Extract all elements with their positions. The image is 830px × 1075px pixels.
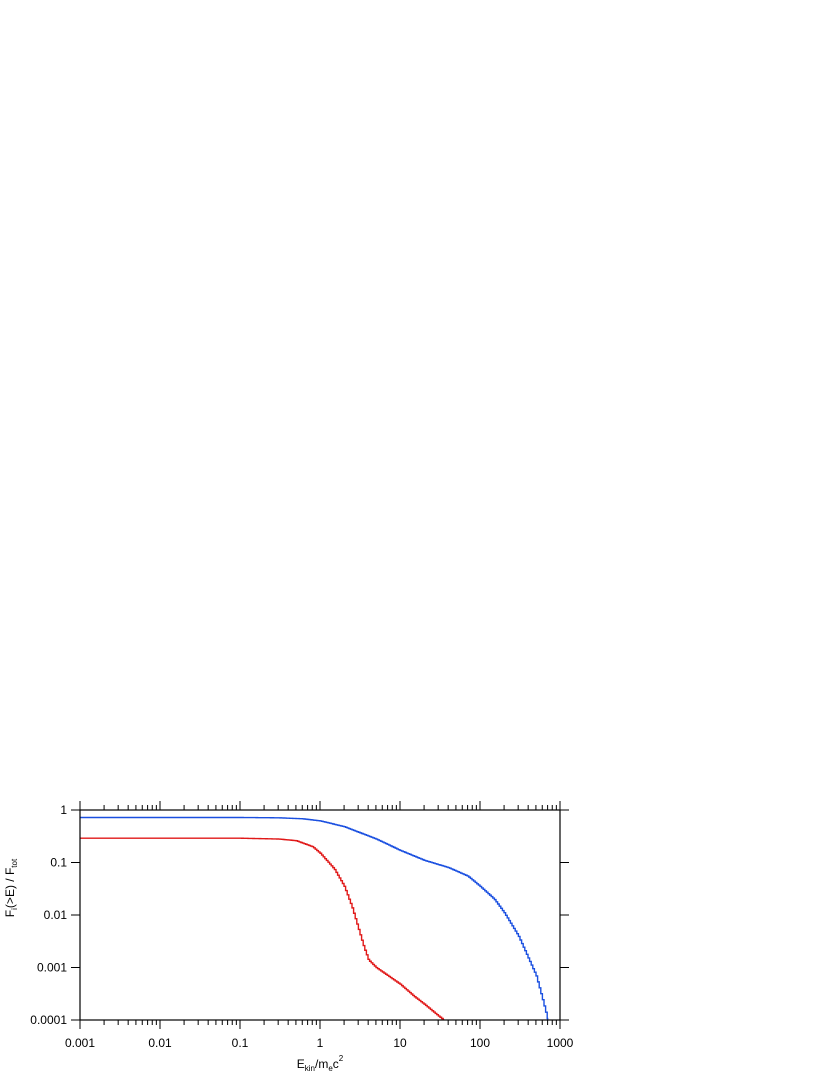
x-tick-label: 0.1 xyxy=(232,1036,249,1050)
y-tick-label: 0.01 xyxy=(44,908,68,922)
y-axis-title: Fi(>E) / Ftot xyxy=(3,858,19,917)
x-tick-label: 1000 xyxy=(547,1036,574,1050)
y-tick-label: 0.1 xyxy=(50,856,67,870)
x-tick-label: 0.01 xyxy=(148,1036,172,1050)
series-line-1 xyxy=(80,816,549,1020)
y-tick-label: 0.001 xyxy=(37,961,67,975)
x-tick-label: 0.001 xyxy=(65,1036,95,1050)
axes: 0.001 0.01 0.1 1 10 100 1000 1 0.1 0.01 0.001 0.000… xyxy=(30,801,574,1050)
x-axis-title: Ekin/mec2 xyxy=(297,1054,344,1073)
x-tick-label: 100 xyxy=(470,1036,490,1050)
plot-area xyxy=(80,816,549,1021)
series-line-2 xyxy=(80,837,445,1021)
y-tick-label: 0.0001 xyxy=(30,1013,67,1027)
x-tick-label: 1 xyxy=(317,1036,324,1050)
x-tick-label: 10 xyxy=(393,1036,407,1050)
plot-frame xyxy=(79,809,561,1021)
y-tick-label: 1 xyxy=(60,803,67,817)
